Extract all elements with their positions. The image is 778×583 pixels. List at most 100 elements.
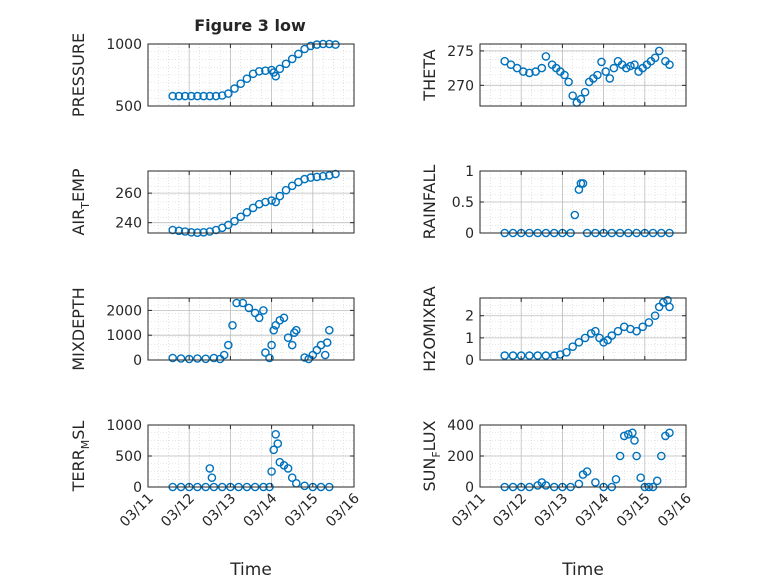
- y-tick-label: 200: [447, 449, 474, 465]
- data-point: [300, 481, 309, 491]
- data-point: [300, 353, 309, 362]
- data-point: [644, 318, 654, 327]
- y-axis-label-subscript: F: [430, 451, 443, 457]
- data-point: [665, 302, 674, 312]
- data-point: [174, 91, 184, 101]
- data-point: [636, 473, 646, 483]
- y-axis-label: AIRTEMP: [69, 168, 92, 235]
- data-point: [512, 63, 522, 73]
- figure-title: Figure 3 low: [194, 16, 306, 35]
- y-axis-label: MIXDEPTH: [69, 287, 88, 370]
- subplot-3: 240 260 AIRTEMP: [69, 168, 355, 237]
- y-axis-label-subscript: T: [79, 202, 92, 210]
- data-point: [287, 340, 297, 350]
- data-point: [657, 451, 666, 461]
- y-axis-label-subscript: M: [79, 440, 92, 450]
- y-axis-label-tail: LUX: [420, 420, 439, 451]
- data-point: [238, 298, 248, 308]
- data-point: [275, 64, 285, 74]
- data-point: [279, 313, 289, 323]
- data-point: [223, 340, 233, 350]
- y-axis-label: THETA: [420, 49, 439, 101]
- data-point: [324, 171, 334, 180]
- data-point: [271, 71, 281, 81]
- data-point: [632, 326, 641, 336]
- y-axis-label: PRESSURE: [69, 33, 88, 117]
- data-point: [236, 212, 245, 222]
- y-tick-label: 0: [133, 480, 142, 496]
- data-point: [322, 338, 332, 347]
- data-point: [541, 52, 551, 61]
- y-axis-label-main: SUN: [420, 458, 439, 492]
- data-point: [591, 478, 600, 487]
- data-point: [525, 351, 534, 360]
- data-point: [242, 74, 252, 83]
- data-point: [624, 429, 633, 439]
- x-axis-label: Time: [229, 560, 272, 580]
- y-tick-label: 1000: [106, 37, 142, 53]
- data-point: [591, 326, 600, 336]
- data-point: [186, 91, 196, 101]
- data-point: [275, 191, 285, 201]
- y-tick-label: 1: [465, 331, 474, 347]
- data-point: [168, 91, 177, 101]
- data-point: [593, 70, 602, 80]
- y-tick-label: 2000: [106, 303, 142, 319]
- axes-box: [479, 297, 687, 361]
- y-tick-label: 500: [115, 99, 142, 115]
- data-point: [331, 169, 340, 179]
- data-point: [331, 40, 340, 49]
- y-tick-label: 0.5: [452, 195, 474, 211]
- data-point: [186, 227, 196, 237]
- data-point: [223, 89, 233, 98]
- data-point: [207, 473, 217, 483]
- data-point: [180, 91, 190, 101]
- data-point: [654, 46, 664, 56]
- data-point: [168, 225, 177, 235]
- subplot-4: 0 0.5 1 RAINFALL: [420, 164, 687, 242]
- data-point: [254, 67, 264, 76]
- data-point: [578, 179, 588, 188]
- data-point: [549, 351, 559, 360]
- data-point: [580, 87, 590, 97]
- data-point: [205, 91, 215, 101]
- data-point: [223, 220, 233, 230]
- data-point: [652, 476, 662, 486]
- data-point: [199, 227, 208, 237]
- data-point: [312, 345, 322, 355]
- data-point: [287, 181, 297, 191]
- y-axis-label-main: AIR: [69, 209, 88, 236]
- y-axis-label: TERRMSL: [69, 421, 92, 493]
- y-tick-label: 1000: [106, 418, 142, 434]
- data-point: [236, 79, 245, 88]
- data-point: [318, 171, 328, 181]
- data-point: [291, 325, 301, 335]
- y-tick-label: 2: [465, 309, 474, 325]
- axes-box: [147, 43, 355, 107]
- data-point: [586, 329, 596, 338]
- data-point: [193, 354, 202, 363]
- data-point: [174, 226, 184, 236]
- data-point: [605, 74, 615, 83]
- data-point: [533, 351, 543, 360]
- data-point: [568, 342, 578, 352]
- data-point: [306, 173, 316, 182]
- data-point: [271, 197, 281, 207]
- data-point: [638, 322, 648, 332]
- data-point: [615, 451, 625, 461]
- data-point: [599, 337, 608, 347]
- y-tick-label: 0: [465, 226, 474, 242]
- data-point: [267, 340, 276, 350]
- y-axis-label: SUNFLUX: [420, 420, 443, 491]
- data-point: [248, 203, 258, 213]
- data-point: [500, 56, 510, 66]
- data-point: [228, 320, 237, 330]
- y-axis-label-main: TERR: [69, 449, 88, 492]
- data-point: [261, 348, 270, 357]
- y-tick-label: 275: [447, 44, 474, 60]
- y-axis-label-tail: EMP: [69, 168, 88, 202]
- data-point: [562, 347, 571, 357]
- data-point: [244, 303, 254, 313]
- data-point: [568, 91, 578, 100]
